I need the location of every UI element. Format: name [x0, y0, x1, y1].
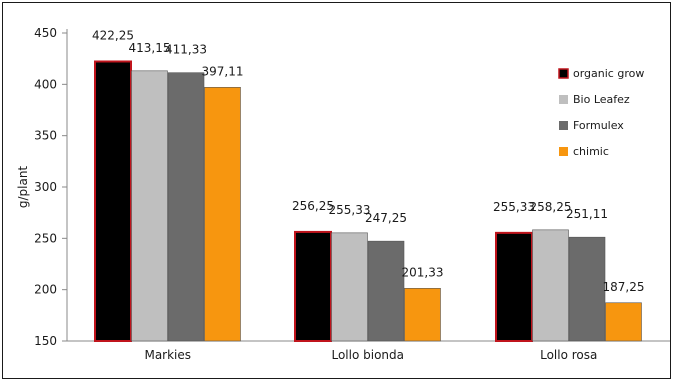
chart-frame: 150 200 250 300 350 400 450 Markies Lollo biond…	[2, 2, 671, 379]
data-labels: 422,25413,15411,33397,11256,25255,33247,…	[92, 28, 645, 293]
legend-label: organic grow	[573, 67, 644, 80]
y-axis-title: g/plant	[16, 166, 30, 209]
y-tick-label: 350	[34, 129, 57, 143]
bar	[167, 72, 205, 342]
data-label: 255,33	[329, 203, 371, 217]
bar	[294, 230, 332, 343]
y-tick-label: 200	[34, 283, 57, 297]
bar	[605, 302, 642, 342]
bar	[131, 70, 168, 342]
bar	[495, 231, 533, 343]
bar	[204, 87, 241, 342]
data-label: 397,11	[202, 64, 244, 78]
legend-label: chimic	[573, 145, 609, 158]
y-axis: 150 200 250 300 350 400 450	[34, 26, 68, 348]
data-label: 247,25	[365, 211, 407, 225]
bar	[568, 236, 606, 342]
data-label: 413,15	[129, 41, 171, 55]
legend-swatch	[559, 95, 568, 104]
data-label: 256,25	[292, 199, 334, 213]
data-label: 187,25	[603, 280, 645, 294]
legend-swatch	[558, 68, 569, 79]
x-category-label: Lollo bionda	[331, 348, 404, 362]
y-tick-label: 400	[34, 77, 57, 91]
y-tick-label: 450	[34, 26, 57, 40]
data-label: 422,25	[92, 28, 134, 42]
bar	[404, 288, 441, 342]
y-tick-label: 250	[34, 231, 57, 245]
legend: organic grow Bio Leafez Formulex chimic	[558, 67, 644, 158]
legend-label: Formulex	[573, 119, 624, 132]
x-axis: Markies Lollo bionda Lollo rosa	[67, 340, 670, 362]
bar	[331, 232, 368, 342]
data-label: 258,25	[530, 200, 572, 214]
legend-swatch	[559, 147, 568, 156]
data-label: 411,33	[165, 43, 207, 57]
bar-chart: 150 200 250 300 350 400 450 Markies Lollo biond…	[16, 26, 670, 362]
y-tick-label: 150	[34, 334, 57, 348]
data-label: 201,33	[402, 265, 444, 279]
data-label: 255,33	[493, 200, 535, 214]
data-label: 251,11	[566, 207, 608, 221]
legend-swatch	[559, 121, 568, 130]
bar	[367, 240, 405, 342]
bars	[94, 60, 642, 343]
y-tick-label: 300	[34, 180, 57, 194]
x-category-label: Lollo rosa	[540, 348, 597, 362]
bar	[94, 60, 132, 343]
x-category-label: Markies	[144, 348, 191, 362]
legend-label: Bio Leafez	[573, 93, 630, 106]
bar	[532, 229, 569, 342]
